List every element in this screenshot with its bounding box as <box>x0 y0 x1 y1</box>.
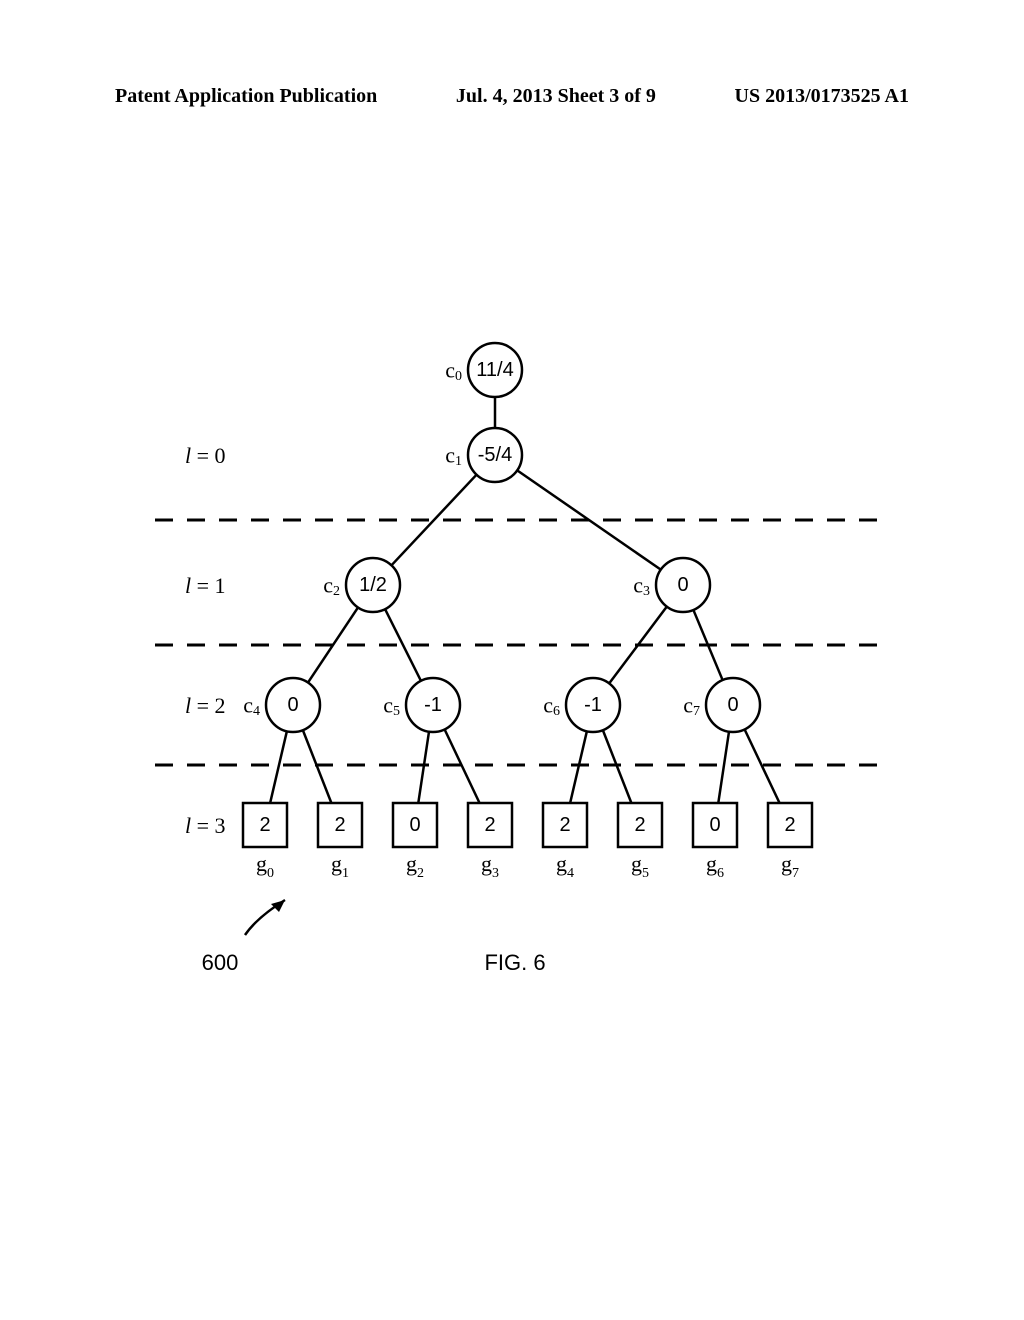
edge <box>718 732 729 804</box>
node-value: -5/4 <box>478 444 512 466</box>
reference-number: 600 <box>202 950 239 975</box>
leaf-label: g4 <box>556 851 574 881</box>
node-label: c0 <box>445 358 462 384</box>
edge <box>270 731 287 803</box>
leaf-label: g6 <box>706 851 724 881</box>
node-label: c2 <box>323 573 340 599</box>
level-label: l = 1 <box>185 573 226 598</box>
edge <box>303 730 332 804</box>
header-left: Patent Application Publication <box>115 85 377 108</box>
arrow-head-icon <box>271 900 285 912</box>
leaf-label: g7 <box>781 851 799 881</box>
page-header: Patent Application Publication Jul. 4, 2… <box>115 85 909 108</box>
figure-caption: FIG. 6 <box>484 950 545 975</box>
node-label: c1 <box>445 443 462 469</box>
level-label: l = 0 <box>185 443 226 468</box>
tree-diagram: l = 0 l = 1 l = 2 l = 3 11/4 c0 -5/4 c1 1/2 c2 0 c3… <box>115 350 895 970</box>
tree-svg: l = 0 l = 1 l = 2 l = 3 11/4 c0 -5/4 c1 1/2 c2 0 c3… <box>115 350 895 1010</box>
leaf-value: 2 <box>334 814 345 836</box>
leaf-value: 2 <box>634 814 645 836</box>
leaf-value: 0 <box>709 814 720 836</box>
edge <box>445 729 481 805</box>
edge <box>603 730 632 804</box>
leaf-value: 2 <box>784 814 795 836</box>
node-label: c5 <box>383 693 400 719</box>
leaf-value: 2 <box>484 814 495 836</box>
node-value: -1 <box>424 694 442 716</box>
node-value: 0 <box>727 694 738 716</box>
leaf-label: g3 <box>481 851 499 881</box>
leaf-label: g2 <box>406 851 424 881</box>
level-label: l = 3 <box>185 813 226 838</box>
header-center: Jul. 4, 2013 Sheet 3 of 9 <box>456 85 656 108</box>
node-label: c6 <box>543 693 560 719</box>
node-value: 11/4 <box>476 359 513 381</box>
edge <box>418 732 429 804</box>
node-value: -1 <box>584 694 602 716</box>
node-value: 1/2 <box>359 574 387 596</box>
leaf-label: g5 <box>631 851 649 881</box>
leaf-value: 2 <box>259 814 270 836</box>
leaf-label: g1 <box>331 851 349 881</box>
node-label: c7 <box>683 693 700 719</box>
edge <box>570 731 587 803</box>
leaf-label: g0 <box>256 851 274 881</box>
level-label: l = 2 <box>185 693 226 718</box>
node-value: 0 <box>287 694 298 716</box>
node-label: c4 <box>243 693 260 719</box>
leaf-value: 2 <box>559 814 570 836</box>
header-right: US 2013/0173525 A1 <box>735 85 909 108</box>
node-label: c3 <box>633 573 650 599</box>
node-value: 0 <box>677 574 688 596</box>
edge <box>745 729 781 805</box>
edge <box>391 475 476 566</box>
leaf-value: 0 <box>409 814 420 836</box>
